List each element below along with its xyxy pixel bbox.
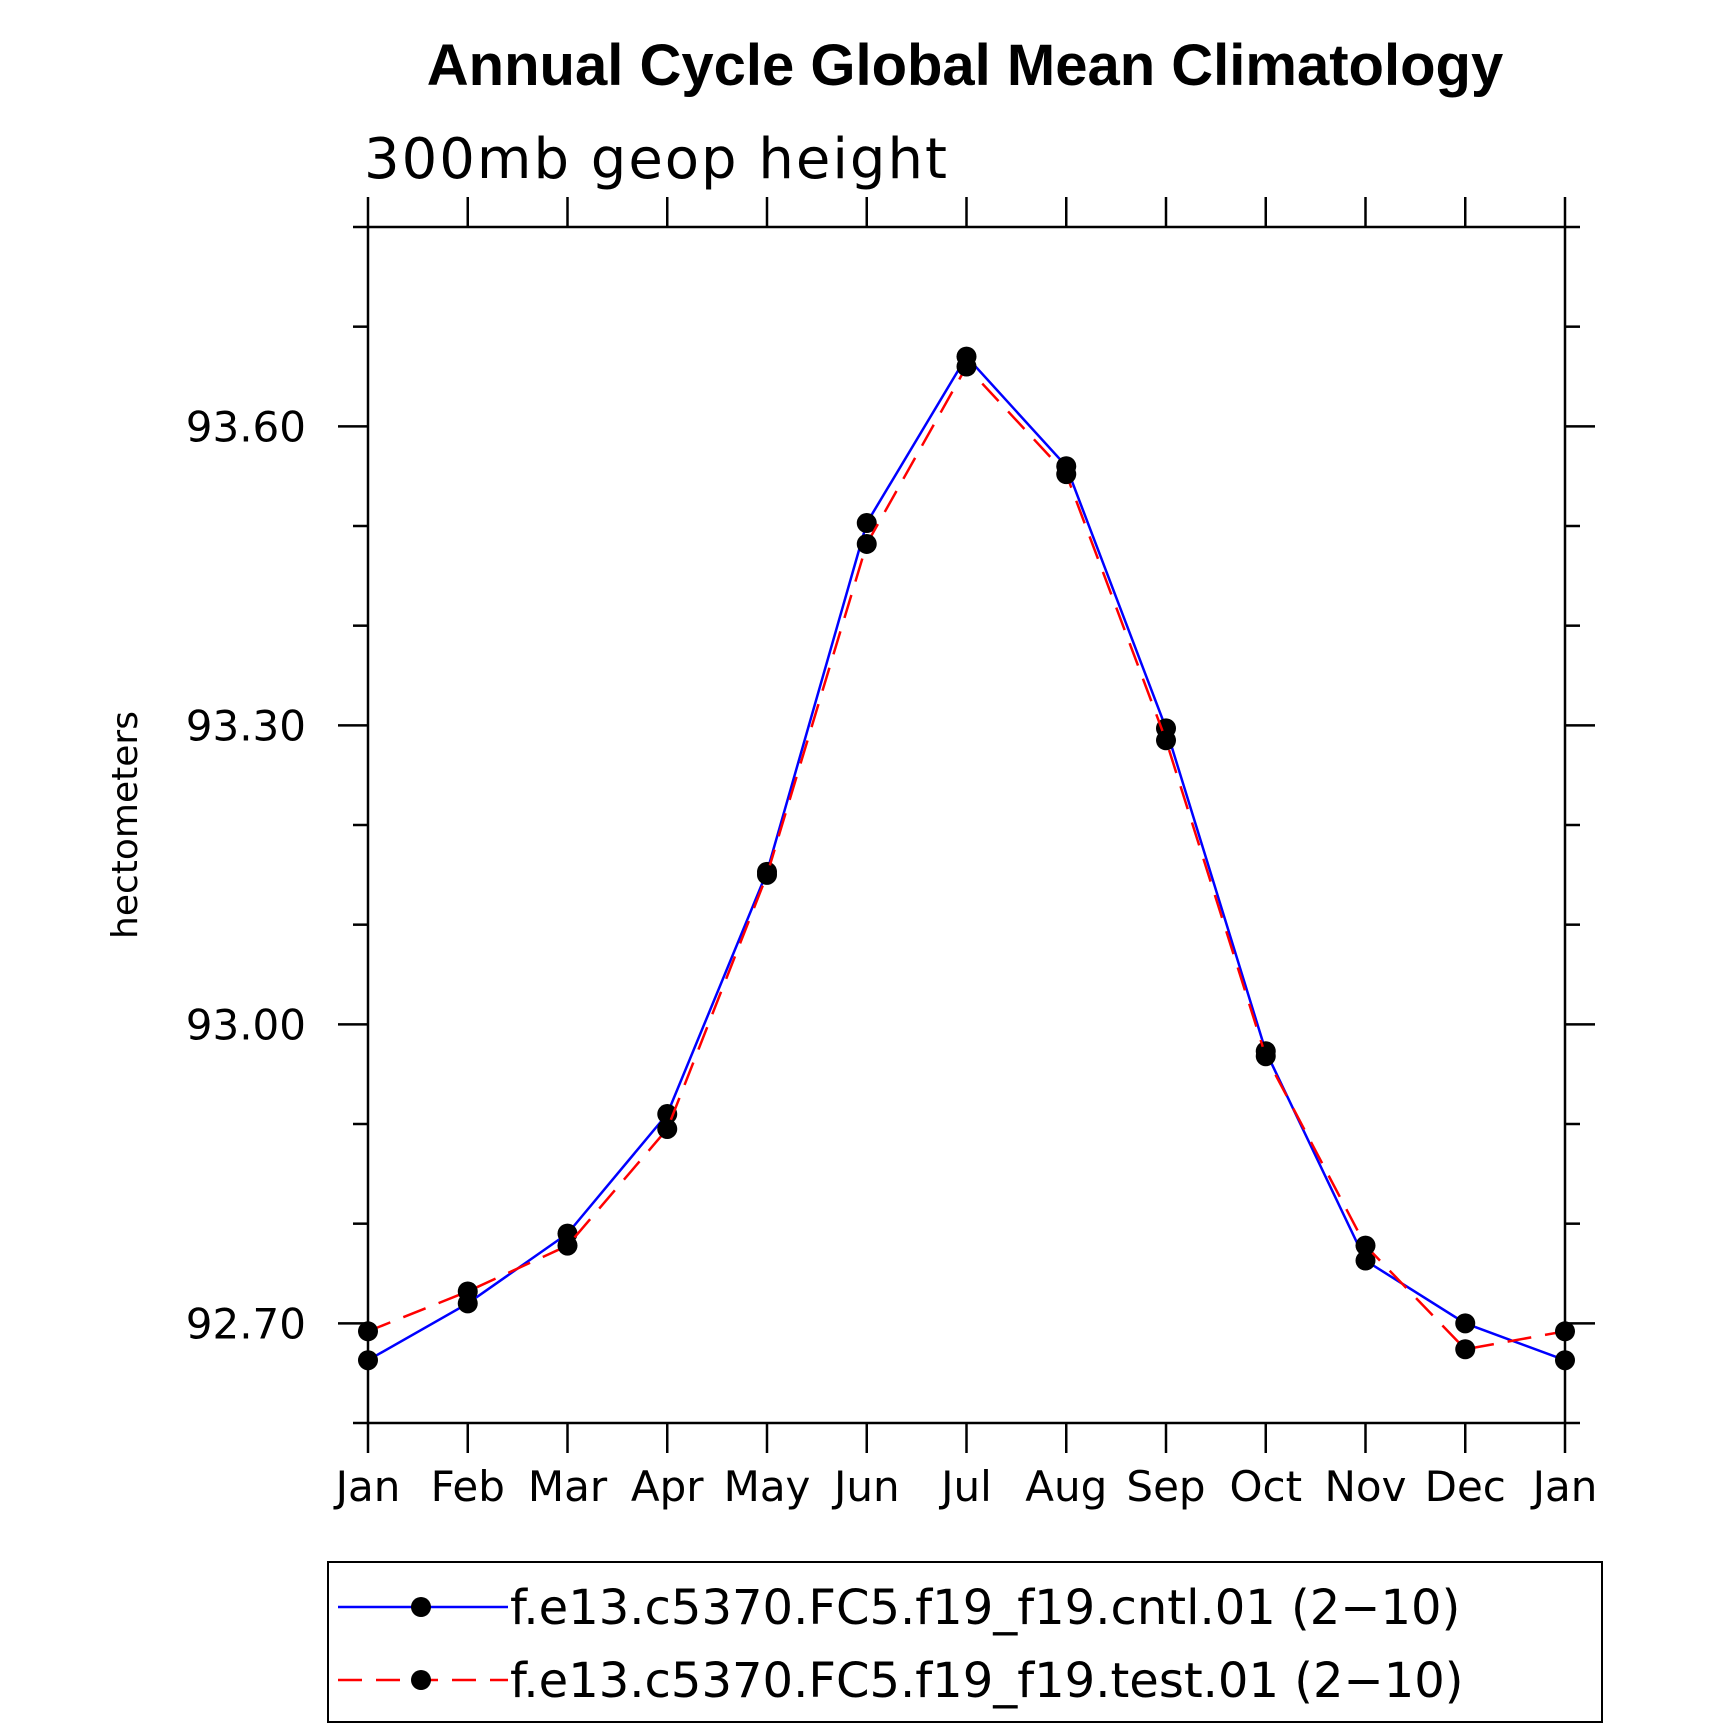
- series-point: [1156, 730, 1176, 751]
- series-point: [1355, 1235, 1376, 1256]
- legend-box: [327, 1561, 1603, 1723]
- series-1: [358, 346, 1575, 1371]
- x-tick-label: Nov: [1325, 1462, 1407, 1511]
- y-tick-label: 92.70: [186, 1299, 306, 1348]
- series-layer: [358, 346, 1575, 1371]
- x-tick-label: Oct: [1229, 1462, 1302, 1511]
- chart-title: Annual Cycle Global Mean Climatology: [427, 33, 1503, 98]
- series-point: [358, 1321, 378, 1342]
- y-tick-label: 93.60: [186, 402, 306, 451]
- series-point: [1555, 1321, 1575, 1342]
- axes: Jan Feb Mar Apr May Jun Jul Aug Sep Oct Nov Dec Jan 9…: [186, 197, 1598, 1511]
- x-tick-label: May: [724, 1462, 811, 1511]
- legend-label: f.e13.c5370.FC5.f19_f19.cntl.01 (2−10): [510, 1580, 1460, 1636]
- plot-frame: [366, 225, 1567, 1425]
- series-point: [1355, 1250, 1376, 1271]
- series-point: [757, 864, 777, 885]
- y-axis-label: hectometers: [105, 711, 146, 939]
- x-tick-label: Dec: [1425, 1462, 1506, 1511]
- x-tick-label: Mar: [528, 1462, 608, 1511]
- series-point: [1255, 1046, 1276, 1067]
- x-tick-label: Jan: [333, 1462, 401, 1511]
- x-tick-label: Jul: [938, 1462, 992, 1511]
- series-line: [367, 364, 1566, 1351]
- series-point: [956, 356, 977, 377]
- series-point: [557, 1235, 578, 1256]
- series-point: [1056, 464, 1077, 485]
- series-line: [367, 354, 1566, 1362]
- x-tick-label: Aug: [1025, 1462, 1107, 1511]
- legend-marker: [411, 1597, 431, 1617]
- x-tick-label: Apr: [631, 1462, 704, 1511]
- x-tick-label: Jan: [1530, 1462, 1598, 1511]
- series-point: [657, 1118, 678, 1139]
- y-tick-label: 93.00: [186, 1000, 306, 1049]
- legend: f.e13.c5370.FC5.f19_f19.cntl.01 (2−10) f.…: [338, 1580, 1464, 1709]
- series-point: [1455, 1313, 1476, 1334]
- series-point: [457, 1281, 478, 1302]
- series-point: [856, 533, 877, 554]
- legend-label: f.e13.c5370.FC5.f19_f19.test.01 (2−10): [510, 1653, 1464, 1709]
- series-point: [1555, 1350, 1575, 1371]
- chart-subtitle: 300mb geop height: [364, 127, 949, 192]
- x-tick-label: Sep: [1126, 1462, 1205, 1511]
- series-point: [856, 513, 877, 534]
- series-point: [1455, 1339, 1476, 1360]
- x-tick-label: Feb: [431, 1462, 505, 1511]
- x-tick-label: Jun: [831, 1462, 900, 1511]
- y-tick-label: 93.30: [186, 701, 306, 750]
- legend-marker: [411, 1670, 431, 1690]
- series-2: [358, 356, 1575, 1360]
- series-point: [358, 1350, 378, 1371]
